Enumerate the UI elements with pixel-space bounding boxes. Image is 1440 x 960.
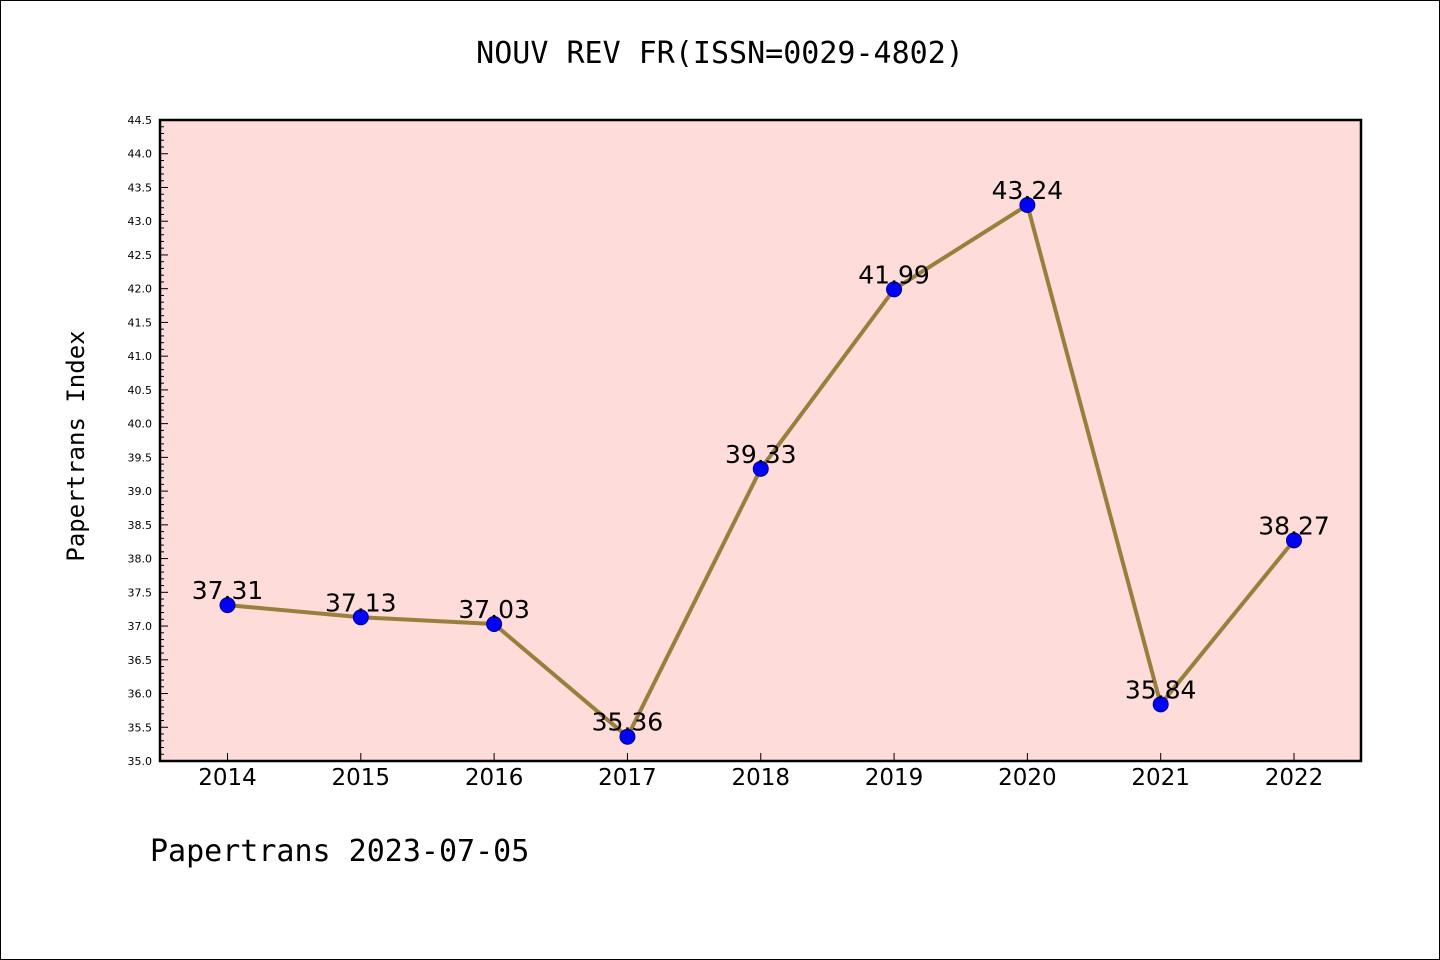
data-label: 37.13	[325, 588, 397, 617]
y-tick-label: 43.0	[128, 215, 153, 228]
data-point	[219, 597, 236, 614]
y-tick-label: 43.5	[128, 181, 153, 194]
y-tick-label: 44.5	[128, 114, 153, 127]
x-tick-label: 2015	[332, 765, 391, 791]
x-tick-label: 2017	[598, 765, 657, 791]
data-point	[619, 728, 636, 745]
plot-area	[160, 120, 1361, 761]
y-tick-label: 36.0	[128, 688, 153, 701]
data-point	[486, 616, 503, 633]
x-tick-label: 2019	[865, 765, 924, 791]
data-point	[1019, 197, 1036, 214]
data-label: 41.99	[858, 260, 930, 289]
x-tick-label: 2020	[998, 765, 1057, 791]
y-tick-label: 35.5	[128, 721, 153, 734]
data-label: 35.84	[1125, 675, 1197, 704]
data-label: 37.31	[192, 576, 264, 605]
x-tick-label: 2016	[465, 765, 524, 791]
y-tick-label: 38.0	[128, 553, 153, 566]
data-point	[352, 609, 369, 626]
plot-border	[158, 118, 1363, 763]
y-tick-label: 42.0	[128, 283, 153, 296]
y-tick-label: 39.0	[128, 485, 153, 498]
y-tick-label: 44.0	[128, 148, 153, 161]
x-tick-label: 2022	[1265, 765, 1324, 791]
data-label: 43.24	[992, 176, 1064, 205]
y-tick-label: 37.5	[128, 586, 153, 599]
y-tick-label: 39.5	[128, 451, 153, 464]
data-label: 35.36	[592, 708, 664, 737]
y-tick-label: 36.5	[128, 654, 153, 667]
chart-title: NOUV REV FR(ISSN=0029-4802)	[476, 36, 964, 71]
y-tick-label: 42.5	[128, 249, 153, 262]
data-point	[1152, 696, 1169, 713]
data-point	[752, 460, 769, 477]
y-tick-label: 41.5	[128, 316, 153, 329]
data-label: 37.03	[458, 595, 530, 624]
y-tick-label: 35.0	[128, 755, 153, 768]
data-point	[1286, 532, 1302, 549]
data-label: 39.33	[725, 440, 797, 469]
data-label: 38.27	[1258, 511, 1330, 540]
y-axis-label: Papertrans Index	[62, 330, 90, 561]
y-tick-label: 38.5	[128, 519, 153, 532]
y-tick-label: 40.5	[128, 384, 153, 397]
chart-footer: Papertrans 2023-07-05	[150, 834, 530, 869]
x-tick-label: 2014	[198, 765, 257, 791]
data-point	[886, 281, 903, 298]
x-tick-label: 2018	[731, 765, 790, 791]
x-tick-label: 2021	[1131, 765, 1190, 791]
y-tick-label: 37.0	[128, 620, 153, 633]
y-tick-label: 41.0	[128, 350, 153, 363]
y-tick-label: 40.0	[128, 418, 153, 431]
